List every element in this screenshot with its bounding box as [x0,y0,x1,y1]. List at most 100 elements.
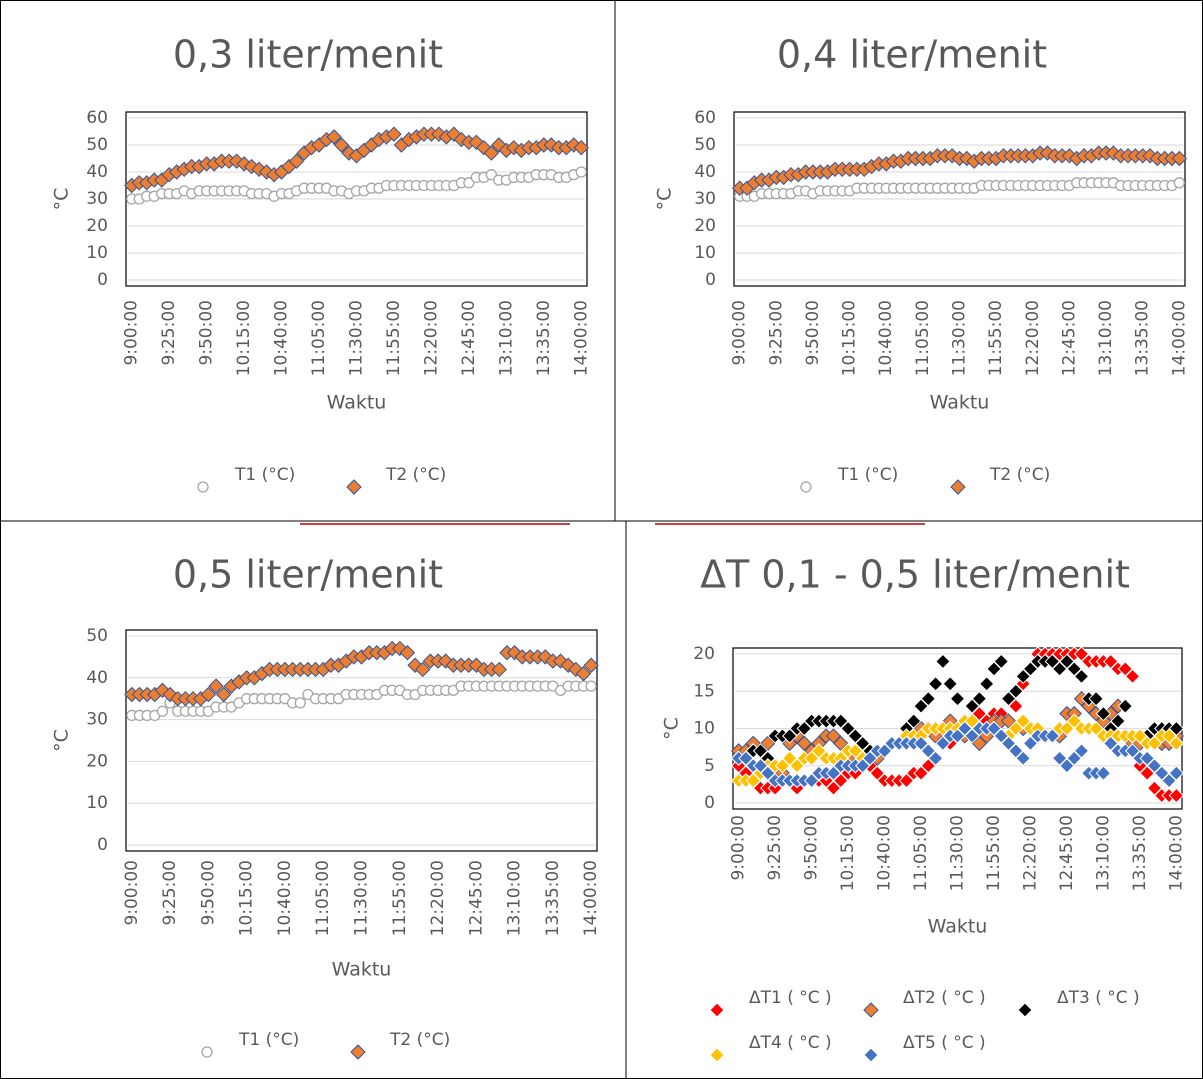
data-point [1000,690,1017,707]
x-tick-label: 10:40:00 [875,815,895,891]
data-point [1015,713,1031,729]
data-point [862,750,878,767]
x-tick-label: 11:30:00 [950,300,970,376]
data-point [906,713,922,729]
data-point [964,728,980,744]
x-tick-label: 9:50:00 [802,815,822,881]
plot-border [125,629,598,852]
data-point [993,653,1009,670]
x-tick-label: 14:00:00 [581,860,601,936]
data-point [774,758,791,774]
x-tick-label: 13:10:00 [1096,300,1116,376]
data-point [913,765,929,781]
data-point [1066,750,1082,767]
data-point [1168,765,1185,781]
data-point [463,177,475,189]
data-point [760,735,776,752]
data-point [869,765,885,781]
y-tick-label: 5 [704,756,715,776]
data-point [1139,750,1155,767]
y-tick-label: 20 [86,751,108,771]
data-point [162,686,178,703]
data-point [825,728,842,744]
data-point [573,139,589,156]
legend-marker [800,481,812,493]
data-point [575,665,592,682]
data-point [942,676,958,692]
data-point [1008,698,1024,714]
x-tick-label: 11:55:00 [384,300,404,376]
data-point [491,661,508,678]
data-point [575,166,587,178]
x-tick-label: 11:05:00 [913,300,933,376]
y-tick-label: 0 [705,270,716,290]
data-point [898,772,915,789]
legend-label: ΔT4 ( °C ) [749,1033,832,1053]
data-point [927,676,944,692]
data-point [1171,150,1188,167]
legend-label: ΔT3 ( °C ) [1057,988,1140,1008]
x-tick-label: 9:50:00 [198,860,218,926]
x-axis-title: Waktu [332,959,392,981]
data-point [803,750,820,767]
data-point [1073,646,1090,662]
plot-border [125,111,588,287]
y-tick-label: 50 [86,135,108,155]
y-tick-label: 50 [694,135,716,155]
x-tick-label: 10:15:00 [237,860,257,936]
x-tick-label: 12:45:00 [459,300,479,376]
data-point [913,735,929,752]
x-tick-label: 10:15:00 [234,300,254,376]
x-tick-label: 14:00:00 [1166,815,1186,891]
data-point [476,139,492,156]
x-tick-label: 14:00:00 [571,300,591,376]
data-point [1051,661,1068,677]
y-tick-label: 20 [694,216,716,236]
x-tick-label: 12:45:00 [466,860,486,936]
x-tick-label: 9:50:00 [197,300,217,366]
y-tick-label: 20 [86,216,108,236]
x-tick-label: 9:00:00 [729,815,749,881]
data-point [1066,661,1082,677]
data-point [154,682,171,699]
data-point [738,750,754,767]
data-point [1015,750,1031,767]
chart-title: 0,3 liter/menit [173,33,443,77]
data-point [920,690,937,707]
legend-label: T1 (°C) [234,465,295,485]
data-point [1051,750,1068,767]
data-point [399,645,416,661]
data-point [251,161,267,178]
data-point [1117,698,1133,714]
data-point [1015,668,1031,685]
data-point [1132,728,1148,744]
legend-marker [950,479,966,495]
data-point [583,657,599,673]
data-point [236,156,252,172]
data-point [1139,765,1155,781]
x-axis-title: Waktu [930,392,990,414]
data-point [789,758,805,774]
y-tick-label: 10 [693,719,715,739]
x-tick-label: 10:40:00 [876,300,896,376]
data-point [506,645,523,661]
data-point [971,690,988,707]
legend-label: T2 (°C) [989,465,1050,485]
data-point [415,661,431,678]
x-tick-label: 9:00:00 [730,300,750,366]
data-point [1059,653,1075,670]
data-point [978,676,995,692]
data-point [431,126,447,142]
x-tick-label: 9:25:00 [160,860,180,926]
x-tick-label: 10:40:00 [272,300,292,376]
legend-label: T1 (°C) [238,1030,299,1050]
x-tick-label: 12:20:00 [1023,300,1043,376]
data-point [1124,743,1141,759]
x-tick-label: 13:10:00 [496,300,516,376]
data-point [811,743,827,759]
x-tick-label: 11:30:00 [352,860,372,936]
data-point [1146,735,1163,752]
data-point [1173,177,1185,189]
